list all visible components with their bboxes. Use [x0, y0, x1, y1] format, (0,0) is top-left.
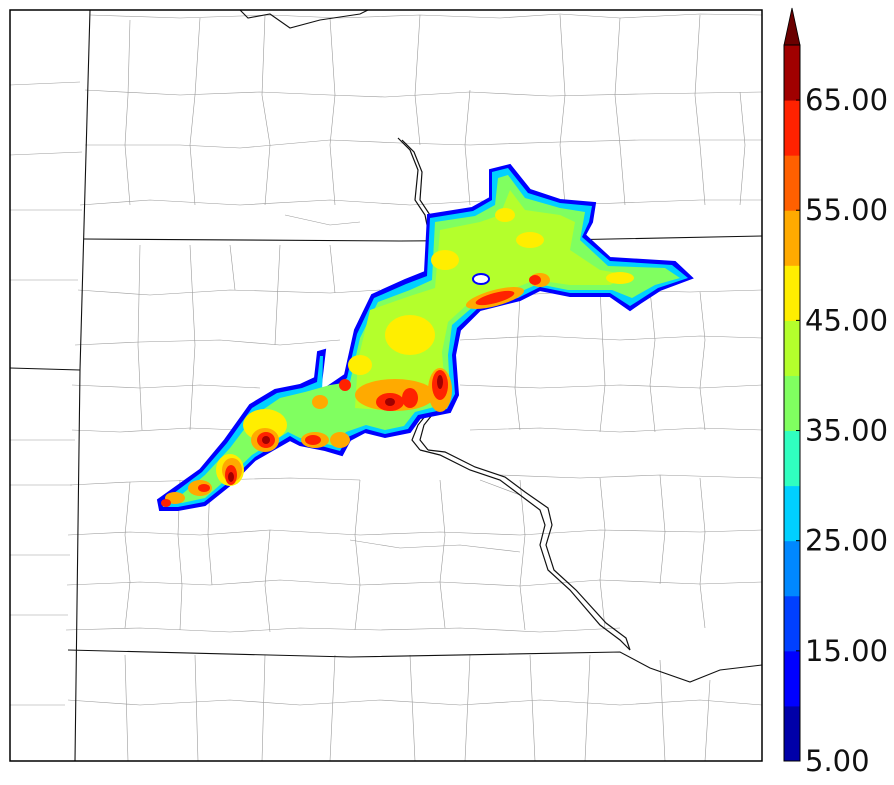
colorbar-band: [784, 650, 800, 707]
colorbar-band: [784, 45, 800, 101]
colorbar-tick-label: 65.00: [805, 83, 888, 117]
colorbar-band: [784, 595, 800, 652]
colorbar-band: [784, 430, 800, 487]
map-frame: [9, 9, 763, 762]
colorbar-band: [784, 705, 800, 762]
colorbar-tick-label: 35.00: [805, 414, 888, 448]
echo-yellowgreen: [355, 190, 630, 410]
colorbar-band: [784, 155, 800, 211]
colorbar-tick-label: 25.00: [805, 524, 888, 558]
colorbar-band: [784, 540, 800, 597]
colorbar-band: [784, 265, 800, 321]
colorbar-tick-label: 45.00: [805, 303, 888, 337]
colorbar-tick-label: 5.00: [805, 744, 870, 778]
colorbar-tick-label: 15.00: [805, 634, 888, 668]
colorbar-extend-arrow: [783, 7, 801, 46]
colorbar-band: [784, 320, 800, 376]
colorbar: 5.00 15.00 25.00 35.00 45.00 55.00 65.00: [783, 7, 888, 778]
colorbar-band: [784, 100, 800, 156]
colorbar-band: [784, 375, 800, 432]
colorbar-tick-label: 55.00: [805, 193, 888, 227]
colorbar-band: [784, 210, 800, 266]
colorbar-band: [784, 485, 800, 542]
reflectivity-field: [156, 163, 694, 511]
colorbar-frame: [783, 44, 801, 762]
county-boundaries: [10, 13, 762, 761]
